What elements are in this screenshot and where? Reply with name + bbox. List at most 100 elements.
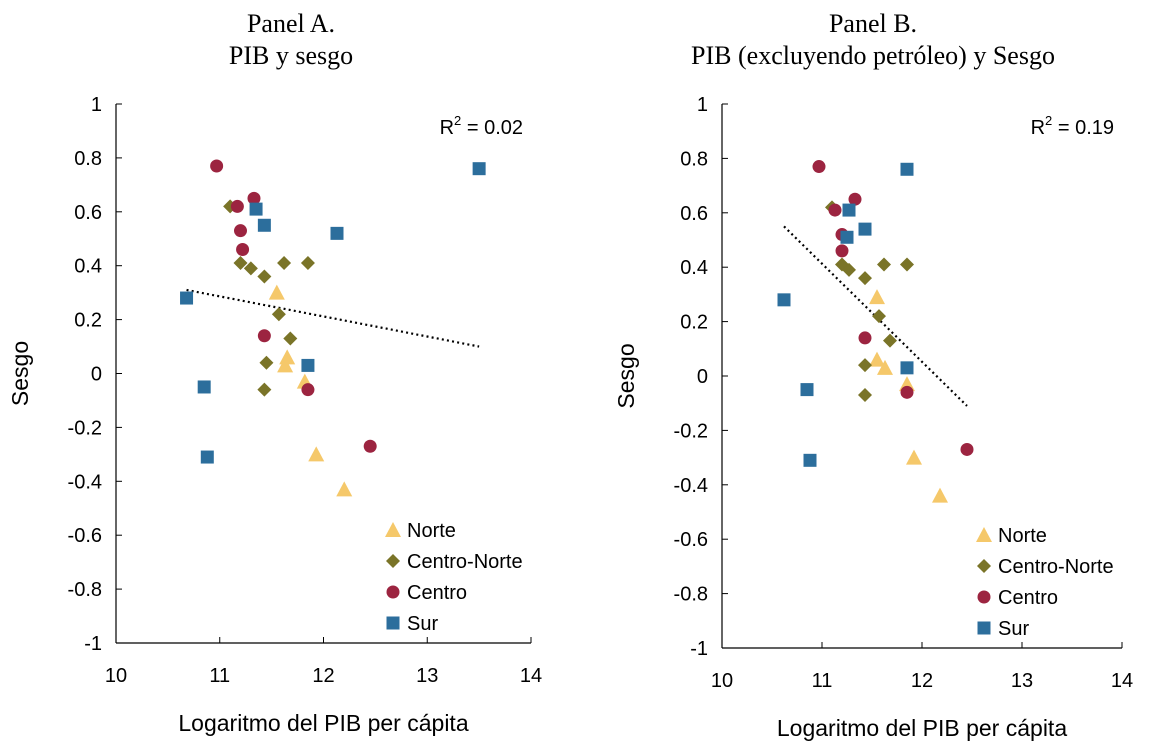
chart-1-legend-label: Centro-Norte [998, 556, 1114, 578]
chart-1-data-point [840, 230, 854, 244]
chart-1-x-axis-label: Logaritmo del PIB per cápita [777, 715, 1067, 741]
chart-1-data-point [932, 487, 948, 503]
chart-1-data-point [848, 192, 862, 206]
panel-a: Panel A. PIB y sesgo 1 0.8 0.6 0.4 0.2 0 -0.2 -… [7, 9, 542, 736]
chart-0-y-tick-label: 0.6 [74, 202, 102, 224]
chart-0-r-squared-label: R2 = 0.02 [440, 113, 523, 139]
chart-0-y-tick-label: 0.4 [74, 256, 102, 278]
chart-0-x-tick-label: 11 [209, 665, 230, 687]
chart-1-data-point [900, 162, 914, 176]
chart-1-y-tick-label: 0.6 [680, 203, 708, 225]
chart-0-data-point [271, 307, 286, 322]
chart-0-data-point [233, 256, 248, 271]
chart-1-data-point [883, 333, 897, 348]
chart-1-y-tick-label: -0.2 [674, 420, 708, 442]
chart-1-data-point [960, 442, 974, 456]
chart-1-legend-marker [977, 621, 991, 635]
chart-0-legend-marker [386, 585, 400, 599]
chart-0-x-tick-label: 13 [416, 665, 438, 687]
chart-1-data-point [858, 331, 872, 345]
chart-0-data-point [257, 329, 271, 343]
chart-1-data-point [900, 385, 914, 399]
chart-1-y-tick-label: 0 [697, 366, 708, 388]
chart-0-series-centro-norte [223, 199, 315, 397]
chart-0-y-tick-label: -0.6 [68, 525, 102, 547]
chart-0-data-point [210, 159, 224, 173]
chart-1-data-point [803, 453, 817, 467]
chart-1-series-sur [777, 162, 914, 467]
chart-0-data-point [247, 191, 261, 205]
chart-0-y-tick-label: -1 [84, 633, 102, 655]
panel-b-chart: 1 0.8 0.6 0.4 0.2 0 -0.2 -0.4 -0.6 -0.8 -110 11 12 13… [613, 94, 1133, 741]
chart-0-data-point [363, 439, 377, 453]
chart-1-x-tick-label: 10 [711, 670, 733, 692]
chart-0-y-axis-label: Sesgo [7, 341, 33, 406]
chart-0-y-tick-label: -0.8 [68, 579, 102, 601]
chart-1-legend-marker [977, 590, 991, 604]
chart-0-data-point [257, 382, 272, 397]
panel-a-chart: 1 0.8 0.6 0.4 0.2 0 -0.2 -0.4 -0.6 -0.8 -110 11 12 13… [7, 94, 542, 736]
chart-0-x-tick-label: 10 [105, 665, 127, 687]
chart-1-x-tick-label: 14 [1111, 670, 1133, 692]
chart-1-data-point [900, 361, 914, 375]
chart-1-y-axis-label: Sesgo [613, 343, 639, 408]
chart-0-data-point [230, 199, 244, 213]
chart-1-data-point [777, 293, 791, 307]
chart-1-legend-marker [977, 559, 991, 573]
chart-0-data-point [279, 349, 296, 365]
chart-1-data-point [858, 388, 872, 403]
chart-0-series-sur [180, 162, 486, 464]
chart-0-legend-label: Sur [407, 613, 438, 635]
chart-1-legend-label: Sur [998, 618, 1029, 640]
chart-1-y-tick-label: -0.6 [674, 529, 708, 551]
chart-0-data-point [200, 450, 214, 464]
chart-0-data-point [277, 357, 294, 373]
chart-1-data-point [828, 203, 842, 217]
chart-0-legend-marker [386, 554, 400, 568]
chart-0-data-point [283, 331, 298, 346]
chart-1-y-tick-label: 0.8 [680, 148, 708, 170]
chart-1-data-point [869, 289, 885, 305]
chart-0-y-tick-label: -0.4 [68, 471, 102, 493]
chart-0-legend-label: Norte [407, 520, 456, 542]
chart-0-data-point [197, 380, 211, 394]
chart-0-series-centro [210, 159, 377, 453]
panel-b: Panel B. PIB (excluyendo petróleo) y Ses… [582, 0, 1164, 742]
chart-1-data-point [842, 262, 856, 277]
chart-0-y-tick-label: -0.2 [68, 417, 102, 439]
chart-1-y-tick-label: -0.8 [674, 584, 708, 606]
chart-0-x-tick-label: 12 [312, 665, 334, 687]
chart-1-data-point [800, 383, 814, 397]
chart-0-data-point [277, 256, 292, 271]
chart-0-x-axis-label: Logaritmo del PIB per cápita [178, 710, 468, 736]
chart-0-legend-marker [385, 522, 401, 537]
chart-1-data-point [872, 309, 886, 324]
chart-1-y-tick-label: 0.2 [680, 312, 708, 334]
chart-1-trend-line [783, 225, 968, 407]
panel-a-title: Panel A. [246, 9, 336, 38]
chart-0-data-point [243, 261, 258, 276]
chart-1-legend-label: Norte [998, 525, 1047, 547]
chart-1-data-point [842, 203, 856, 217]
chart-1-data-point [858, 222, 872, 236]
chart-0-data-point [180, 291, 194, 305]
chart-0-trend-line [186, 288, 480, 348]
chart-0-data-point [257, 218, 271, 232]
chart-0-data-point [472, 162, 486, 176]
chart-1-x-tick-label: 12 [911, 670, 933, 692]
chart-1-y-tick-label: 0.4 [680, 257, 708, 279]
chart-0-data-point [249, 202, 263, 216]
chart-1-data-point [877, 359, 893, 375]
chart-0-series-norte [268, 284, 353, 497]
chart-1-series-centro [812, 160, 974, 456]
chart-0-data-point [268, 284, 285, 300]
chart-0-data-point [236, 243, 250, 257]
chart-1-y-tick-label: 1 [697, 94, 708, 116]
chart-1-r-squared-label: R2 = 0.19 [1031, 113, 1114, 139]
chart-1-data-point [812, 160, 826, 174]
chart-1-y-tick-label: -0.4 [674, 475, 708, 497]
chart-0-legend-marker [386, 616, 400, 630]
chart-0-y-tick-label: 1 [91, 94, 102, 116]
chart-1-data-point [858, 271, 872, 286]
chart-1-data-point [877, 257, 891, 272]
